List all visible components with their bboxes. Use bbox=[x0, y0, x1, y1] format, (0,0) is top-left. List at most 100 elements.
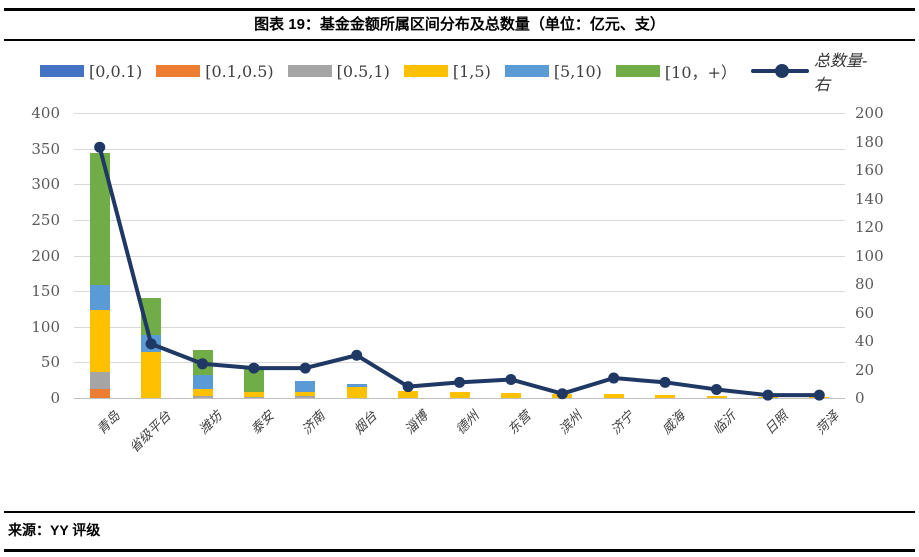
x-axis-category-label: 日照 bbox=[762, 408, 792, 438]
x-axis-category-label: 济宁 bbox=[608, 408, 638, 438]
x-axis-category-label: 潍坊 bbox=[196, 408, 226, 438]
legend-swatch-icon bbox=[287, 65, 332, 77]
line-marker bbox=[197, 358, 208, 370]
x-axis-category-label: 菏泽 bbox=[813, 408, 843, 438]
gridline bbox=[74, 291, 845, 293]
bar-segment bbox=[449, 392, 470, 398]
right-axis-tick-label: 80 bbox=[855, 275, 875, 293]
bottom-border-rule bbox=[4, 549, 915, 552]
legend-item-bar-series: [0.1,0.5) bbox=[156, 61, 274, 81]
bar-segment bbox=[655, 395, 676, 398]
line-marker bbox=[659, 376, 671, 388]
title-underline-rule bbox=[4, 39, 915, 41]
x-axis-category-label: 东营 bbox=[505, 408, 535, 438]
legend-line-marker-icon bbox=[750, 64, 809, 78]
legend-line-dot bbox=[774, 64, 789, 78]
bar-segment bbox=[346, 387, 367, 398]
left-axis-tick-label: 200 bbox=[31, 246, 60, 265]
bar-segment bbox=[141, 351, 162, 398]
x-axis-category-label: 济南 bbox=[299, 408, 329, 438]
x-axis-category-label: 淄博 bbox=[402, 408, 432, 438]
bar-segment bbox=[192, 375, 213, 390]
line-marker bbox=[402, 381, 414, 393]
line-marker bbox=[248, 362, 260, 374]
right-axis-tick-label: 100 bbox=[855, 246, 884, 265]
x-axis-category-label: 青岛 bbox=[94, 408, 124, 438]
bar-segment bbox=[706, 395, 727, 398]
bar-segment bbox=[89, 310, 110, 372]
x-axis-category-label: 烟台 bbox=[351, 408, 381, 438]
bar-segment bbox=[243, 397, 264, 398]
right-axis-tick-label: 200 bbox=[855, 104, 884, 122]
line-marker bbox=[299, 362, 311, 374]
gridline bbox=[74, 362, 845, 364]
bar-segment bbox=[295, 380, 316, 392]
gridline bbox=[74, 184, 845, 186]
legend-swatch-icon bbox=[615, 65, 660, 77]
line-marker bbox=[505, 373, 517, 385]
gridline bbox=[74, 219, 845, 221]
left-axis-tick-label: 100 bbox=[31, 317, 60, 336]
left-axis-tick-label: 50 bbox=[40, 353, 60, 372]
legend-label: [1,5) bbox=[452, 61, 491, 81]
line-marker bbox=[762, 389, 774, 401]
legend-label: [0.1,0.5) bbox=[205, 61, 274, 81]
legend-item-bar-series: [5,10) bbox=[504, 61, 602, 81]
legend-swatch-icon bbox=[156, 65, 201, 77]
gridline bbox=[74, 113, 845, 114]
legend-label: [5,10) bbox=[553, 61, 602, 81]
legend-item-line-series: 总数量-右 bbox=[750, 47, 879, 95]
chart-legend: [0,0.1) [0.1,0.5) [0.5,1) [1,5) [5,10) [10，+）… bbox=[40, 51, 879, 94]
legend-label: [10，+） bbox=[664, 63, 737, 82]
gridline bbox=[74, 148, 845, 150]
legend-item-bar-series: [0,0.1) bbox=[40, 62, 142, 81]
bar-segment bbox=[603, 394, 624, 398]
legend-swatch-icon bbox=[403, 65, 448, 77]
bar-segment bbox=[192, 395, 213, 398]
legend-label: [0,0.1) bbox=[89, 61, 143, 81]
line-marker bbox=[711, 383, 722, 395]
left-axis-tick-label: 250 bbox=[31, 210, 60, 229]
left-axis-tick-label: 400 bbox=[31, 104, 60, 122]
source-note: 来源：YY 评级 bbox=[8, 522, 101, 538]
bar-segment bbox=[243, 392, 264, 398]
right-axis-tick-label: 140 bbox=[855, 189, 884, 208]
bar-segment bbox=[500, 393, 521, 398]
bar-segment bbox=[89, 152, 110, 286]
x-axis-category-label: 滨州 bbox=[556, 408, 586, 438]
legend-item-bar-series: [10，+） bbox=[615, 59, 737, 83]
bar-segment bbox=[89, 388, 110, 398]
x-axis-category-label: 泰安 bbox=[248, 408, 278, 438]
legend-swatch-icon bbox=[40, 65, 84, 77]
line-marker bbox=[145, 338, 157, 350]
gridline bbox=[74, 255, 845, 257]
x-axis-category-label: 威海 bbox=[659, 408, 689, 438]
bar-segment bbox=[346, 383, 367, 388]
right-axis-tick-label: 0 bbox=[855, 389, 865, 407]
gridline bbox=[74, 398, 845, 399]
legend-label: 总数量-右 bbox=[814, 51, 868, 94]
bar-segment bbox=[243, 368, 264, 393]
left-axis-tick-label: 150 bbox=[31, 282, 60, 301]
line-marker bbox=[556, 388, 568, 400]
legend-swatch-icon bbox=[504, 65, 549, 77]
line-marker bbox=[454, 376, 465, 388]
bar-segment bbox=[295, 391, 316, 396]
legend-item-bar-series: [1,5) bbox=[403, 61, 491, 81]
x-axis-category-label: 临沂 bbox=[710, 408, 740, 438]
line-marker bbox=[351, 349, 363, 361]
line-marker bbox=[813, 389, 825, 401]
right-axis-tick-label: 180 bbox=[855, 132, 884, 151]
right-axis-tick-label: 60 bbox=[855, 303, 875, 322]
right-axis-tick-label: 40 bbox=[855, 332, 875, 350]
line-marker bbox=[94, 141, 106, 153]
figure-title: 图表 19：基金金额所属区间分布及总数量（单位：亿元、支） bbox=[254, 16, 665, 33]
right-axis-tick-label: 20 bbox=[855, 360, 875, 379]
right-axis-tick-label: 160 bbox=[855, 161, 884, 179]
gridline bbox=[74, 326, 845, 328]
line-path bbox=[97, 146, 820, 398]
legend-item-bar-series: [0.5,1) bbox=[287, 62, 390, 81]
top-border-rule bbox=[4, 8, 915, 11]
x-axis-category-label: 省级平台 bbox=[127, 408, 175, 457]
